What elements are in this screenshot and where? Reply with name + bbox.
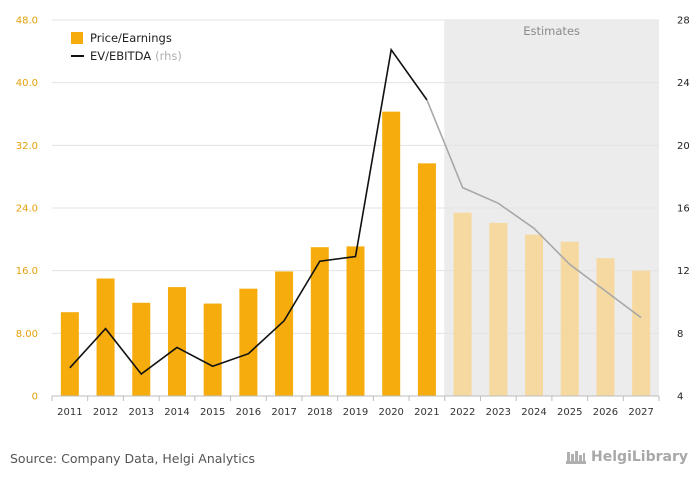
x-tick-label: 2015 <box>200 407 225 418</box>
bar-2014 <box>167 287 186 396</box>
brand-logo: HelgiLibrary <box>565 449 688 465</box>
y-right-tick-label: 4 <box>677 392 683 403</box>
x-tick-label: 2026 <box>593 407 618 418</box>
x-tick-label: 2014 <box>164 407 189 418</box>
legend: Price/Earnings EV/EBITDA (rhs) <box>71 31 182 63</box>
bar-2017 <box>275 271 294 396</box>
legend-swatch-price-earnings <box>71 32 83 44</box>
y-right-tick-label: 20 <box>677 141 690 152</box>
x-tick-label: 2020 <box>378 407 403 418</box>
y-left-tick-label: 32.0 <box>16 141 38 152</box>
source-note: Source: Company Data, Helgi Analytics <box>10 451 256 466</box>
legend-label-rhs: (rhs) <box>155 49 182 63</box>
line-series <box>69 47 642 376</box>
bar-2024 <box>525 234 544 396</box>
x-tick-label: 2012 <box>93 407 118 418</box>
x-tick-label: 2019 <box>343 407 368 418</box>
y-left-tick-label: 24.0 <box>16 204 38 215</box>
y-left-tick-label: 8.00 <box>16 329 38 340</box>
bar-2023 <box>489 222 508 396</box>
line-ev-ebitda-estimates <box>426 99 642 319</box>
x-tick-label: 2023 <box>486 407 511 418</box>
bar-series <box>60 111 651 397</box>
axes: 2011 2012 2013 2014 2015 2016 2017 2018 2019 2020… <box>16 16 690 419</box>
y-right-tick-label: 28 <box>677 16 690 27</box>
bar-2012 <box>96 278 115 396</box>
bar-2018 <box>310 247 329 396</box>
bar-2020 <box>382 111 401 397</box>
y-right-tick-label: 24 <box>677 78 690 89</box>
brand-name: HelgiLibrary <box>591 449 688 465</box>
estimates-label: Estimates <box>523 24 580 38</box>
x-tick-label: 2017 <box>271 407 296 418</box>
y-left-tick-label: 16.0 <box>16 266 38 277</box>
x-tick-label: 2027 <box>628 407 653 418</box>
x-tick-label: 2025 <box>557 407 582 418</box>
bar-2025 <box>560 241 579 396</box>
x-tick-label: 2024 <box>521 407 546 418</box>
y-right-tick-label: 16 <box>677 204 690 215</box>
bar-2013 <box>132 302 151 396</box>
x-tick-label: 2016 <box>236 407 261 418</box>
chart: Estimates 2011 2012 2013 2014 2015 2016 2017 20… <box>16 16 690 419</box>
legend-label-price-earnings: Price/Earnings <box>90 31 172 45</box>
bar-2027 <box>632 270 651 396</box>
y-left-tick-label: 40.0 <box>16 78 38 89</box>
bar-2019 <box>346 246 365 396</box>
x-tick-label: 2011 <box>57 407 82 418</box>
x-tick-label: 2013 <box>129 407 154 418</box>
bar-2016 <box>239 288 258 396</box>
bar-2015 <box>203 303 222 396</box>
bar-2011 <box>60 312 79 396</box>
legend-label-ev-ebitda-name: EV/EBITDA <box>90 49 151 63</box>
bar-2021 <box>417 163 436 396</box>
y-left-tick-label: 0 <box>32 392 38 403</box>
bar-2022 <box>453 212 472 396</box>
y-right-tick-label: 8 <box>677 329 683 340</box>
x-tick-label: 2022 <box>450 407 475 418</box>
y-left-tick-label: 48.0 <box>16 16 38 27</box>
x-tick-label: 2018 <box>307 407 332 418</box>
y-right-tick-label: 12 <box>677 266 690 277</box>
bar-2026 <box>596 258 615 396</box>
line-ev-ebitda-actual <box>69 47 428 376</box>
legend-label-ev-ebitda: EV/EBITDA (rhs) <box>90 49 182 63</box>
x-tick-label: 2021 <box>414 407 439 418</box>
library-icon <box>566 451 587 464</box>
